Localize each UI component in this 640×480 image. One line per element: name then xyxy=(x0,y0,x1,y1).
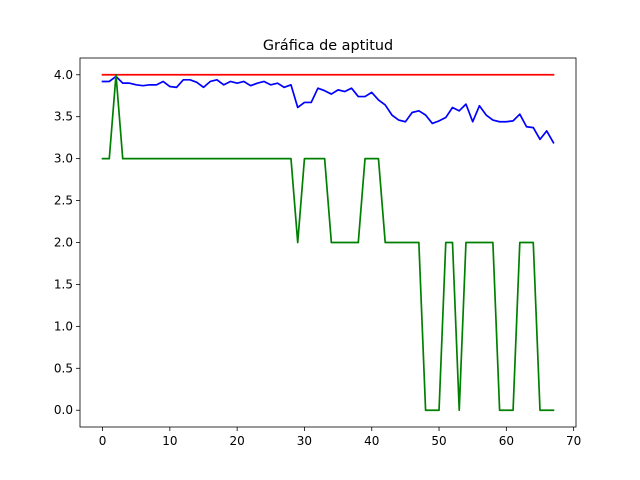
chart-title: Gráfica de aptitud xyxy=(263,38,393,54)
y-tick-label: 1.0 xyxy=(54,319,73,333)
y-tick-label: 4.0 xyxy=(54,68,73,82)
x-tick-label: 60 xyxy=(499,434,514,448)
plot-lines xyxy=(101,73,555,412)
x-tick-label: 0 xyxy=(99,434,107,448)
y-axis-ticks: 0.0 0.5 1.0 1.5 2.0 2.5 3.0 3.5 4.0 xyxy=(54,68,80,417)
x-tick-label: 10 xyxy=(162,434,177,448)
y-tick-label: 2.5 xyxy=(54,194,73,208)
x-tick-label: 30 xyxy=(297,434,312,448)
x-tick-label: 20 xyxy=(230,434,245,448)
y-tick-label: 0.0 xyxy=(54,403,73,417)
y-tick-label: 1.5 xyxy=(54,277,73,291)
series-line-3 xyxy=(101,73,555,412)
y-tick-label: 3.0 xyxy=(54,152,73,166)
y-tick-label: 0.5 xyxy=(54,361,73,375)
plot-frame xyxy=(79,57,577,428)
x-tick-label: 40 xyxy=(364,434,379,448)
y-tick-label: 2.0 xyxy=(54,236,73,250)
x-axis-ticks: 0 10 20 30 40 50 60 70 xyxy=(99,427,581,448)
series-line-2 xyxy=(101,75,555,144)
x-tick-label: 70 xyxy=(566,434,581,448)
x-tick-label: 50 xyxy=(431,434,446,448)
y-tick-label: 3.5 xyxy=(54,110,73,124)
